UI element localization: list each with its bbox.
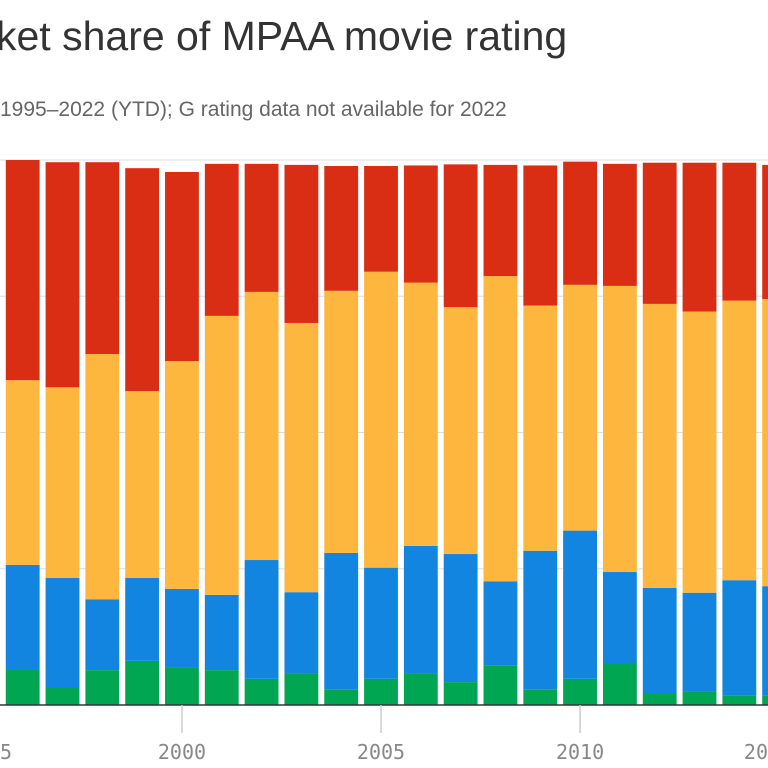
- bar-segment: [602, 163, 637, 286]
- bar-segment: [125, 660, 160, 705]
- bar-segment: [204, 670, 239, 705]
- bar-segment: [682, 162, 717, 312]
- bar-segment: [602, 572, 637, 664]
- bar-segment: [563, 161, 598, 285]
- bar-segment: [5, 564, 40, 670]
- bar-segment: [682, 691, 717, 705]
- bar-segment: [682, 311, 717, 593]
- bar-segment: [165, 361, 199, 589]
- bar-segment: [682, 592, 717, 692]
- bar-segment: [443, 307, 478, 555]
- bar-segment: [85, 354, 120, 600]
- bar-segment: [602, 285, 637, 573]
- bar-segment: [244, 291, 279, 561]
- bar-segment: [722, 162, 757, 301]
- bar-segment: [722, 695, 757, 705]
- bar-segment: [204, 315, 239, 595]
- bar-segment: [642, 303, 677, 588]
- bar-segment: [284, 322, 319, 593]
- bar-segment: [443, 164, 478, 308]
- bar-segment: [85, 599, 120, 671]
- bar-segment: [165, 588, 199, 668]
- bar-segment: [364, 678, 398, 705]
- bar-segment: [642, 693, 677, 705]
- bar-segment: [762, 586, 768, 696]
- bar-segment: [642, 587, 677, 694]
- bar-segment: [125, 578, 160, 661]
- bar-segment: [324, 689, 359, 705]
- bar-segment: [722, 580, 757, 696]
- bar-segment: [403, 545, 438, 674]
- bar-segment: [403, 165, 438, 283]
- chart-title: ket share of MPAA movie rating: [0, 13, 567, 59]
- bar-segment: [483, 276, 518, 582]
- bar-segment: [284, 592, 319, 674]
- bar-segment: [204, 163, 239, 316]
- bar-segment: [45, 387, 80, 579]
- bar-segment: [244, 163, 279, 292]
- bar-segment: [523, 165, 558, 306]
- bar-segment: [125, 168, 160, 392]
- bar-segment: [563, 530, 598, 679]
- bar-segment: [364, 567, 398, 679]
- bar-segment: [5, 160, 40, 381]
- bar-segment: [642, 162, 677, 304]
- bar-segment: [45, 162, 80, 388]
- bar-segment: [722, 300, 757, 581]
- bar-segment: [403, 282, 438, 546]
- bar-segment: [563, 284, 598, 531]
- bar-segment: [165, 667, 199, 705]
- bar-segment: [284, 164, 319, 323]
- bar-segment: [483, 665, 518, 705]
- x-tick-label: 20: [744, 740, 768, 764]
- bar-segment: [483, 581, 518, 666]
- x-tick-label: 2005: [357, 740, 405, 764]
- bar-segment: [523, 689, 558, 705]
- bar-segment: [483, 164, 518, 277]
- chart-subtitle: 1995–2022 (YTD); G rating data not avail…: [0, 98, 507, 121]
- bar-segment: [5, 380, 40, 565]
- bar-segment: [324, 552, 359, 690]
- bar-segment: [403, 673, 438, 705]
- bar-segment: [165, 171, 199, 362]
- bar-segment: [762, 164, 768, 299]
- bar-segment: [563, 678, 598, 705]
- bar-segment: [443, 554, 478, 683]
- bar-segment: [125, 391, 160, 579]
- bar-segment: [45, 687, 80, 705]
- bar-segment: [324, 290, 359, 553]
- bar-segment: [324, 165, 359, 291]
- bar-segment: [443, 682, 478, 705]
- bar-segment: [364, 165, 398, 272]
- bar-segment: [5, 669, 40, 705]
- bar-segment: [85, 670, 120, 705]
- x-tick-label: 2010: [556, 740, 604, 764]
- bar-segment: [244, 560, 279, 679]
- bar-segment: [523, 550, 558, 690]
- x-tick-label: 5: [0, 740, 12, 764]
- bar-segment: [762, 695, 768, 705]
- bar-segment: [602, 663, 637, 705]
- bar-segment: [85, 162, 120, 355]
- bar-segment: [284, 673, 319, 705]
- bar-segment: [244, 678, 279, 705]
- bar-segment: [523, 305, 558, 551]
- bar-segment: [762, 298, 768, 587]
- bar-segment: [204, 594, 239, 671]
- bar-segment: [364, 271, 398, 568]
- bar-segment: [45, 578, 80, 688]
- x-tick-label: 2000: [158, 740, 206, 764]
